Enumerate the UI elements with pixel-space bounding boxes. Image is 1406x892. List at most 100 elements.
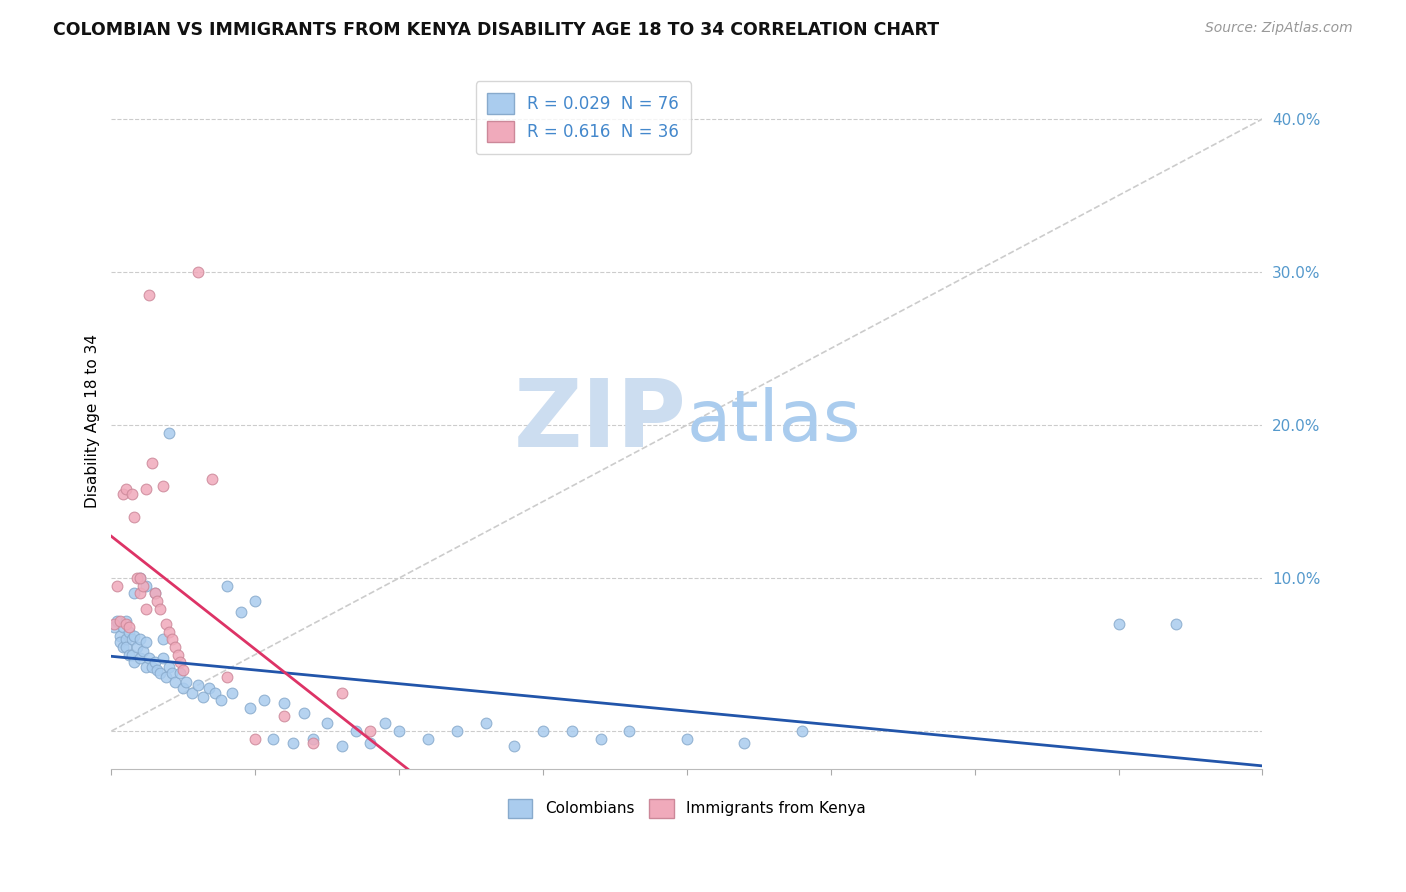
Point	[118, 648, 141, 662]
Point	[169, 665, 191, 680]
Point	[105, 579, 128, 593]
Text: COLOMBIAN VS IMMIGRANTS FROM KENYA DISABILITY AGE 18 TO 34 CORRELATION CHART: COLOMBIAN VS IMMIGRANTS FROM KENYA DISAB…	[53, 21, 939, 39]
Point	[129, 571, 152, 585]
Point	[157, 659, 180, 673]
Point	[149, 601, 172, 615]
Point	[734, 736, 756, 750]
Point	[152, 650, 174, 665]
Point	[135, 659, 157, 673]
Point	[111, 640, 134, 654]
Point	[330, 739, 353, 754]
Point	[790, 724, 813, 739]
Point	[292, 706, 315, 720]
Point	[204, 686, 226, 700]
Point	[149, 665, 172, 680]
Point	[111, 487, 134, 501]
Point	[359, 724, 381, 739]
Legend: Colombians, Immigrants from Kenya: Colombians, Immigrants from Kenya	[502, 792, 872, 824]
Point	[160, 632, 183, 647]
Point	[503, 739, 526, 754]
Y-axis label: Disability Age 18 to 34: Disability Age 18 to 34	[86, 334, 100, 508]
Point	[215, 671, 238, 685]
Point	[129, 571, 152, 585]
Point	[138, 650, 160, 665]
Point	[198, 681, 221, 696]
Point	[160, 665, 183, 680]
Point	[446, 724, 468, 739]
Point	[262, 731, 284, 746]
Point	[174, 675, 197, 690]
Point	[143, 586, 166, 600]
Point	[121, 487, 143, 501]
Point	[114, 614, 136, 628]
Point	[114, 482, 136, 496]
Point	[181, 686, 204, 700]
Point	[124, 586, 146, 600]
Point	[172, 663, 194, 677]
Point	[193, 690, 215, 705]
Point	[201, 471, 224, 485]
Point	[118, 624, 141, 639]
Point	[138, 288, 160, 302]
Point	[108, 629, 131, 643]
Point	[1108, 616, 1130, 631]
Point	[129, 650, 152, 665]
Point	[302, 731, 325, 746]
Point	[676, 731, 699, 746]
Point	[111, 620, 134, 634]
Point	[221, 686, 243, 700]
Point	[143, 655, 166, 669]
Point	[155, 671, 177, 685]
Point	[141, 659, 163, 673]
Point	[531, 724, 554, 739]
Point	[135, 579, 157, 593]
Point	[187, 678, 209, 692]
Point	[215, 579, 238, 593]
Point	[245, 594, 267, 608]
Point	[163, 675, 186, 690]
Point	[229, 605, 252, 619]
Point	[152, 632, 174, 647]
Text: Source: ZipAtlas.com: Source: ZipAtlas.com	[1205, 21, 1353, 36]
Point	[474, 716, 496, 731]
Point	[108, 614, 131, 628]
Point	[146, 663, 169, 677]
Point	[129, 632, 152, 647]
Point	[273, 697, 295, 711]
Point	[146, 594, 169, 608]
Point	[127, 640, 149, 654]
Point	[163, 640, 186, 654]
Point	[132, 579, 155, 593]
Point	[121, 648, 143, 662]
Point	[1166, 616, 1188, 631]
Point	[114, 640, 136, 654]
Point	[135, 635, 157, 649]
Point	[114, 616, 136, 631]
Point	[152, 479, 174, 493]
Text: ZIP: ZIP	[515, 376, 688, 467]
Point	[166, 648, 188, 662]
Point	[245, 731, 267, 746]
Point	[124, 629, 146, 643]
Point	[141, 456, 163, 470]
Point	[330, 686, 353, 700]
Point	[124, 509, 146, 524]
Point	[157, 425, 180, 440]
Point	[135, 601, 157, 615]
Point	[121, 632, 143, 647]
Point	[103, 616, 125, 631]
Point	[172, 681, 194, 696]
Point	[103, 620, 125, 634]
Point	[374, 716, 396, 731]
Point	[114, 632, 136, 647]
Text: atlas: atlas	[688, 386, 862, 456]
Point	[253, 693, 276, 707]
Point	[187, 265, 209, 279]
Point	[388, 724, 411, 739]
Point	[157, 624, 180, 639]
Point	[273, 708, 295, 723]
Point	[127, 571, 149, 585]
Point	[129, 586, 152, 600]
Point	[108, 635, 131, 649]
Point	[302, 736, 325, 750]
